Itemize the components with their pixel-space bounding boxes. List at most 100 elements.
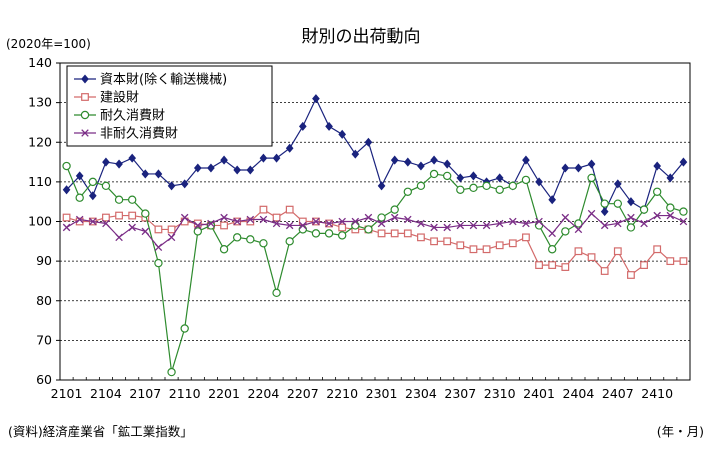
- data-point: [351, 149, 360, 159]
- data-point: [311, 229, 321, 238]
- data-point: [390, 155, 399, 165]
- data-point: [653, 161, 662, 171]
- data-point: [429, 169, 439, 179]
- data-point: [377, 219, 386, 228]
- data-point: [443, 159, 452, 169]
- data-point: [114, 195, 124, 204]
- x-tick-label: 2107: [129, 386, 161, 401]
- data-point: [351, 217, 360, 226]
- data-point: [653, 245, 662, 254]
- data-point: [666, 173, 675, 183]
- y-tick-label: 60: [36, 372, 52, 387]
- series-1: [62, 94, 688, 217]
- data-point: [128, 153, 137, 163]
- data-point: [417, 161, 425, 171]
- x-tick-label: 2401: [523, 386, 555, 401]
- legend-marker: [81, 74, 89, 84]
- data-point: [272, 213, 281, 222]
- data-point: [246, 235, 255, 244]
- data-point: [390, 229, 399, 238]
- x-tick-label: 2404: [563, 386, 595, 401]
- data-point: [298, 225, 308, 234]
- data-point: [508, 239, 517, 248]
- data-point: [600, 267, 609, 275]
- data-point: [246, 165, 255, 175]
- data-point: [574, 219, 583, 228]
- x-axis-label: (年・月): [657, 424, 704, 439]
- data-point: [233, 165, 242, 175]
- data-point: [246, 217, 255, 226]
- y-tick-label: 130: [28, 95, 52, 110]
- data-point: [548, 229, 556, 238]
- data-point: [62, 185, 71, 195]
- data-point: [574, 163, 583, 173]
- data-point: [521, 175, 531, 185]
- data-point: [299, 221, 307, 230]
- data-point: [390, 213, 399, 222]
- data-point: [574, 225, 583, 234]
- data-point: [102, 213, 110, 222]
- data-point: [640, 219, 648, 228]
- data-point: [377, 229, 386, 238]
- data-point: [312, 94, 320, 104]
- data-point: [259, 153, 268, 163]
- data-point: [456, 221, 465, 230]
- data-point: [495, 219, 504, 228]
- data-point: [509, 217, 517, 226]
- data-point: [102, 157, 110, 167]
- data-point: [220, 155, 228, 165]
- data-point: [285, 237, 294, 246]
- data-point: [351, 221, 360, 230]
- data-point: [587, 209, 596, 218]
- data-point: [495, 173, 504, 183]
- legend-label: 耐久消費財: [100, 109, 165, 124]
- series-3: [62, 161, 688, 377]
- y-tick-label: 110: [28, 174, 52, 189]
- data-point: [128, 211, 137, 220]
- data-point: [154, 225, 163, 234]
- series-lines: [62, 94, 688, 377]
- series-line: [66, 165, 684, 373]
- series-4: [62, 209, 688, 252]
- data-point: [338, 129, 347, 139]
- data-point: [522, 155, 530, 165]
- data-point: [180, 324, 189, 333]
- y-tick-label: 70: [36, 332, 52, 347]
- data-point: [522, 233, 530, 242]
- data-point: [561, 227, 570, 236]
- data-point: [561, 213, 570, 222]
- chart-title: 財別の出荷動向: [302, 27, 421, 47]
- data-point: [167, 233, 176, 242]
- x-tick-label: 2204: [248, 386, 280, 401]
- data-point: [535, 217, 543, 226]
- data-point: [364, 137, 373, 147]
- legend-item: 非耐久消費財: [74, 127, 178, 142]
- data-point: [141, 209, 150, 218]
- data-point: [482, 221, 491, 230]
- data-point: [207, 219, 215, 228]
- x-tick-label: 2110: [169, 386, 201, 401]
- data-point: [101, 181, 111, 191]
- legend-item: 建設財: [74, 90, 139, 106]
- data-point: [403, 229, 412, 238]
- data-point: [285, 205, 294, 214]
- data-point: [338, 223, 347, 232]
- data-point: [666, 203, 675, 212]
- data-point: [285, 221, 294, 230]
- data-point: [653, 211, 661, 220]
- data-point: [259, 239, 268, 248]
- data-point: [128, 223, 136, 232]
- data-point: [167, 367, 176, 377]
- data-point: [115, 159, 123, 169]
- data-point: [652, 187, 662, 196]
- data-point: [417, 219, 425, 228]
- x-tick-label: 2201: [208, 386, 240, 401]
- data-point: [430, 237, 438, 246]
- data-point: [627, 213, 635, 222]
- data-point: [561, 263, 570, 271]
- data-point: [233, 217, 241, 226]
- data-point: [469, 245, 478, 254]
- data-point: [115, 233, 123, 242]
- data-point: [272, 153, 281, 163]
